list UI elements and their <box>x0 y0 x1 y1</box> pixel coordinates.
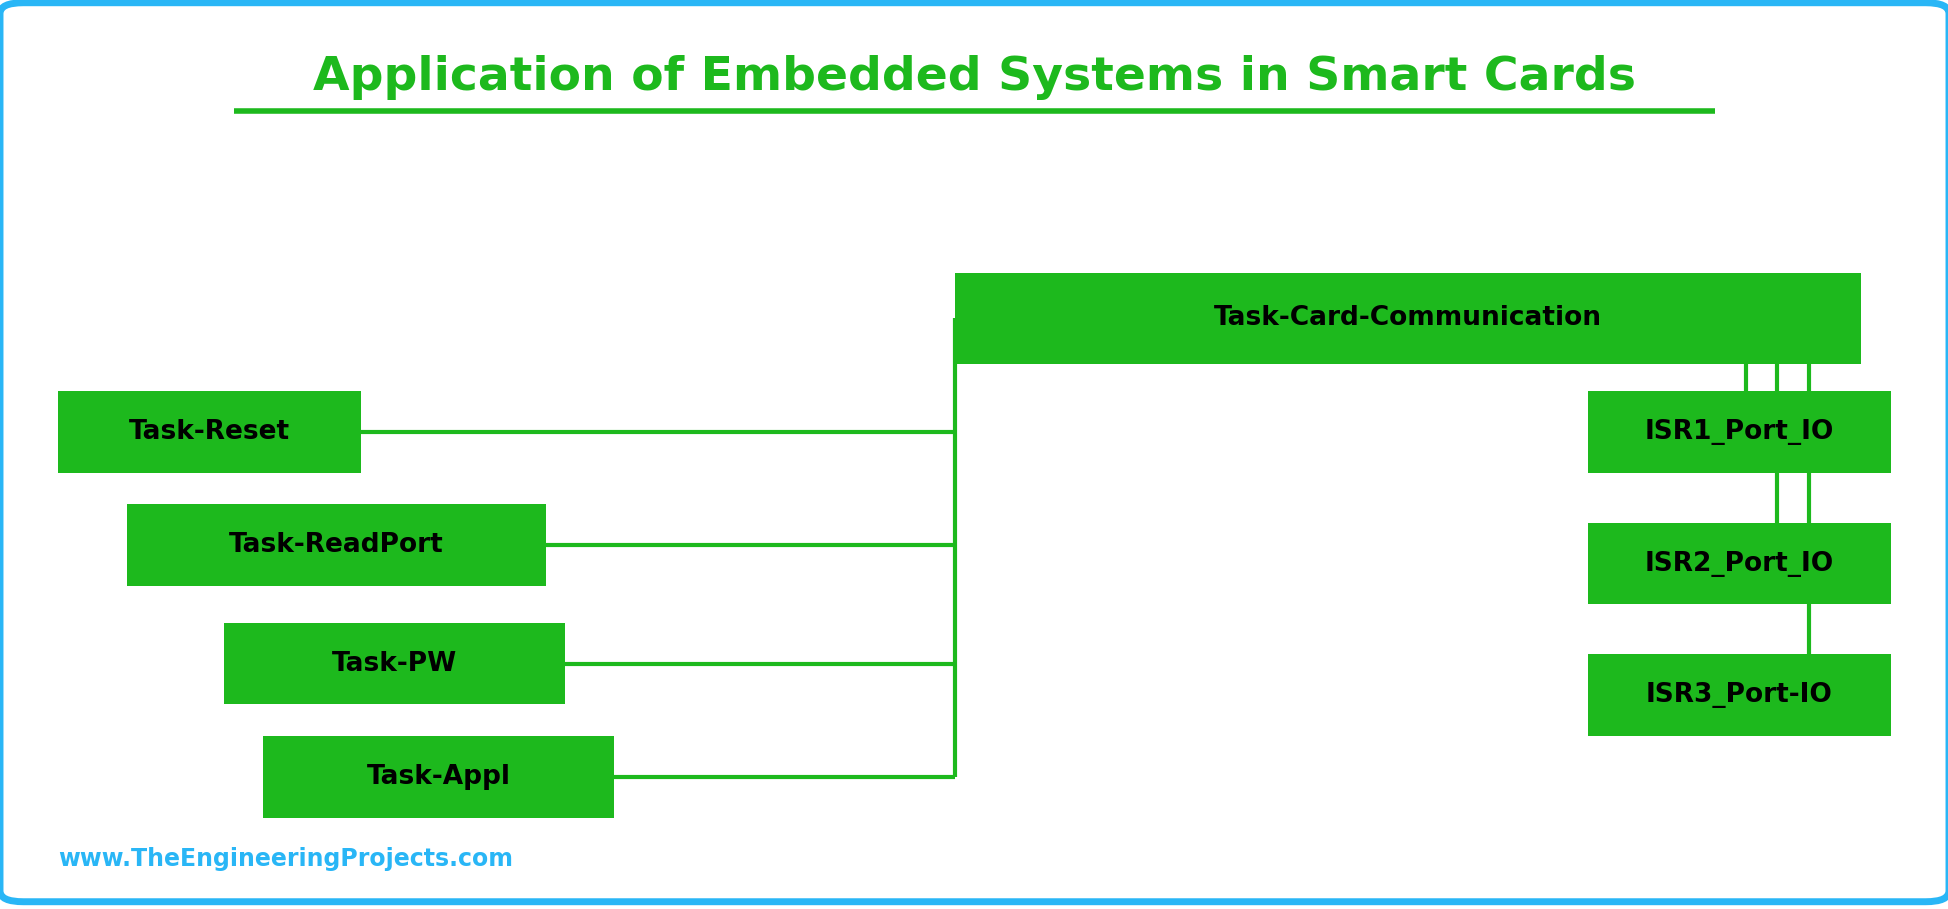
Text: Task-Reset: Task-Reset <box>129 419 290 445</box>
Text: ISR3_Port-IO: ISR3_Port-IO <box>1646 683 1831 708</box>
FancyBboxPatch shape <box>955 273 1860 364</box>
Text: Application of Embedded Systems in Smart Cards: Application of Embedded Systems in Smart… <box>314 55 1634 100</box>
Text: Task-Card-Communication: Task-Card-Communication <box>1214 305 1601 331</box>
FancyBboxPatch shape <box>1588 654 1890 736</box>
FancyBboxPatch shape <box>263 736 614 818</box>
Text: Task-Appl: Task-Appl <box>366 764 510 790</box>
Text: Task-PW: Task-PW <box>331 651 458 676</box>
FancyBboxPatch shape <box>1588 523 1890 604</box>
FancyBboxPatch shape <box>58 391 360 473</box>
Text: ISR2_Port_IO: ISR2_Port_IO <box>1644 551 1833 576</box>
Text: Task-ReadPort: Task-ReadPort <box>228 533 444 558</box>
FancyBboxPatch shape <box>224 623 565 704</box>
Text: www.TheEngineeringProjects.com: www.TheEngineeringProjects.com <box>58 847 512 871</box>
FancyBboxPatch shape <box>1588 391 1890 473</box>
Text: ISR1_Port_IO: ISR1_Port_IO <box>1644 419 1833 445</box>
FancyBboxPatch shape <box>127 504 545 586</box>
